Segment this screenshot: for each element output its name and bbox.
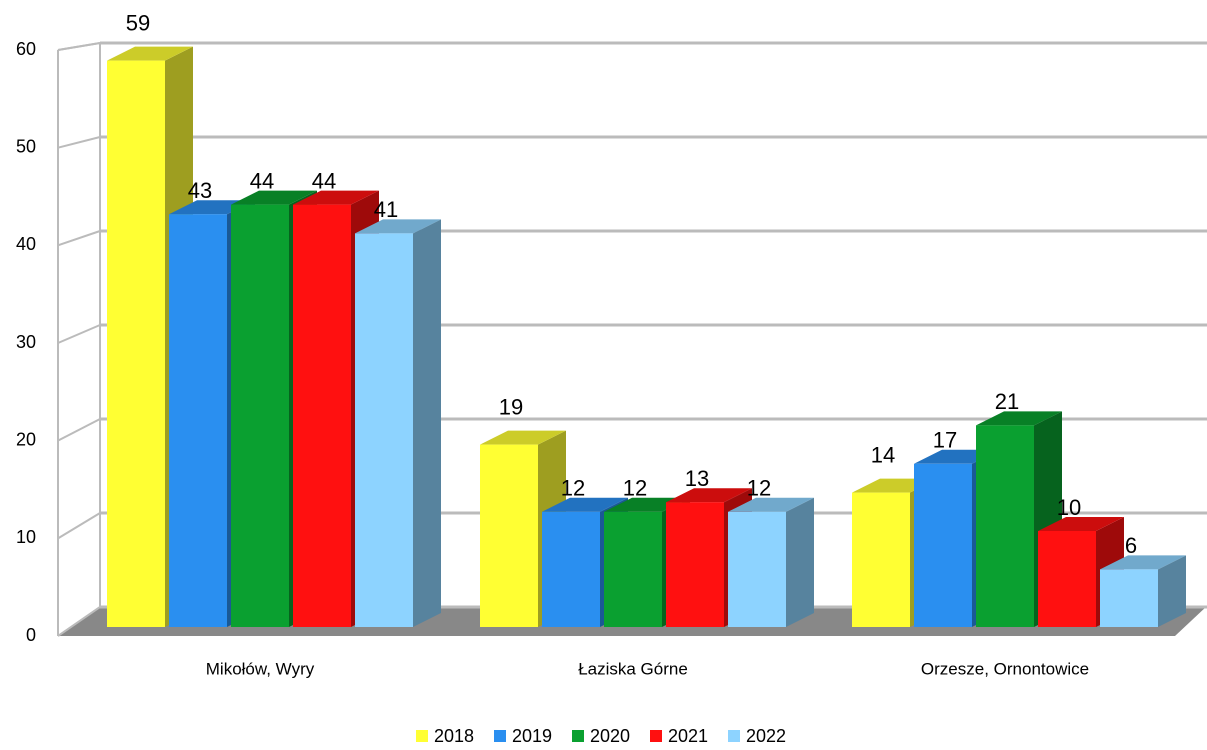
bar	[542, 511, 600, 627]
bar-top	[107, 46, 193, 61]
bar	[1100, 569, 1158, 627]
y-tick-label: 40	[16, 234, 36, 254]
grid-line-side	[57, 324, 101, 344]
bar	[852, 492, 910, 627]
bar-top	[1038, 517, 1124, 531]
legend-swatch	[650, 730, 662, 742]
x-tick-label: Łaziska Górne	[578, 659, 688, 678]
data-label: 43	[188, 178, 212, 203]
legend-swatch	[572, 730, 584, 742]
bar	[728, 511, 786, 627]
y-tick-label: 30	[16, 332, 36, 352]
y-tick-label: 60	[16, 39, 36, 59]
data-label: 12	[623, 476, 647, 501]
bar-top	[231, 190, 317, 205]
x-tick-label: Orzesze, Ornontowice	[921, 659, 1089, 678]
grid-line-side	[57, 230, 101, 247]
bar-top	[728, 497, 814, 512]
bar-side	[413, 219, 441, 627]
legend-swatch	[728, 730, 740, 742]
bar	[293, 204, 351, 627]
grid-line-side	[57, 606, 101, 637]
data-label: 41	[374, 197, 398, 222]
grid-line-side	[57, 42, 101, 51]
y-tick-label: 0	[26, 625, 36, 645]
bar	[107, 60, 165, 628]
data-label: 6	[1125, 533, 1137, 558]
bar-side	[1158, 555, 1186, 627]
legend-label: 2019	[512, 726, 552, 745]
data-label: 14	[871, 442, 895, 467]
bar-top	[480, 430, 566, 445]
bar	[666, 502, 724, 627]
data-label: 12	[747, 476, 771, 501]
bar	[169, 214, 227, 627]
bar-top	[1100, 555, 1186, 570]
data-label: 44	[250, 168, 274, 193]
bar	[976, 425, 1034, 627]
grid-line-side	[57, 136, 101, 149]
legend-label: 2022	[746, 726, 786, 745]
bar	[604, 511, 662, 627]
data-label: 21	[995, 389, 1019, 414]
bar	[1038, 531, 1096, 627]
data-label: 19	[499, 394, 523, 419]
bar	[231, 204, 289, 627]
bar	[355, 233, 413, 627]
legend-swatch	[494, 730, 506, 742]
grid-line-side	[57, 512, 101, 540]
bar-top	[976, 411, 1062, 426]
bar-top	[293, 190, 379, 205]
legend-label: 2021	[668, 726, 708, 745]
bar-top	[355, 219, 441, 234]
grid-line-side	[57, 418, 101, 442]
data-label: 44	[312, 168, 336, 193]
data-label: 59	[126, 10, 150, 35]
legend-swatch	[416, 730, 428, 742]
data-label: 10	[1057, 495, 1081, 520]
bar-top	[666, 488, 752, 503]
legend-label: 2020	[590, 726, 630, 745]
bar-side	[786, 497, 814, 627]
data-label: 17	[933, 428, 957, 453]
legend-label: 2018	[434, 726, 474, 745]
y-tick-label: 10	[16, 527, 36, 547]
data-label: 12	[561, 476, 585, 501]
data-label: 13	[685, 466, 709, 491]
x-tick-label: Mikołów, Wyry	[206, 659, 315, 678]
bar	[480, 444, 538, 627]
y-tick-label: 50	[16, 136, 36, 156]
bar-top	[542, 497, 628, 512]
bar	[914, 463, 972, 627]
y-tick-label: 20	[16, 429, 36, 449]
